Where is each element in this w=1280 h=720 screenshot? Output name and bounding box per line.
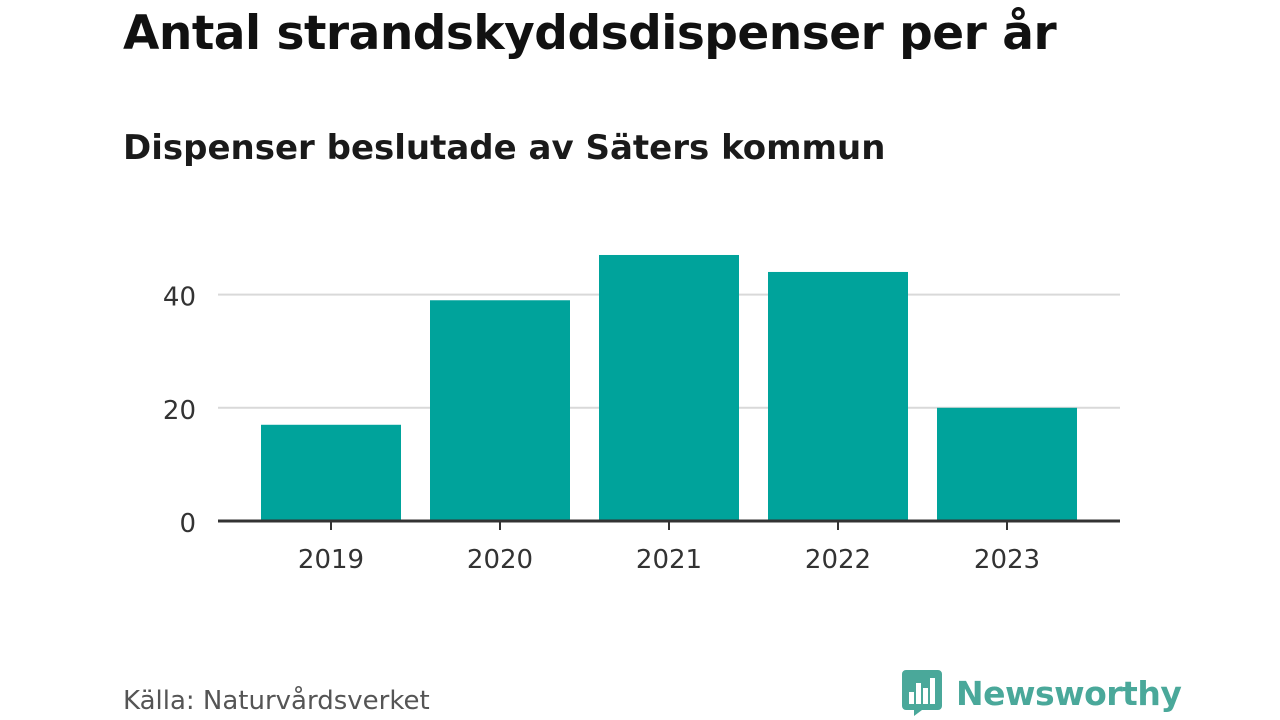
bar-chart-speech-bubble-icon [902,670,942,716]
tick-labels: 0 20 40 2019 2020 2021 2022 2023 [163,283,1040,575]
x-tick-label: 2020 [467,545,533,575]
bar-2020 [430,300,570,521]
brand-name: Newsworthy [956,673,1182,713]
axes [218,519,1120,530]
bar-2021 [599,254,739,522]
chart-title: Antal strandskyddsdispenser per år [123,6,1057,61]
x-tick-label: 2019 [298,545,364,575]
y-tick-label: 0 [179,509,196,539]
bar-2019 [261,424,401,521]
chart-subtitle: Dispenser beslutade av Säters kommun [123,128,886,168]
x-tick-label: 2021 [636,545,702,575]
y-tick-label: 20 [163,396,196,426]
brand-logo: Newsworthy [902,670,1182,716]
source-note: Källa: Naturvårdsverket [123,686,430,716]
bar-2022 [768,271,908,521]
x-tick-label: 2022 [805,545,871,575]
x-tick-label: 2023 [974,545,1040,575]
bar-2023 [937,407,1077,521]
y-tick-label: 40 [163,283,196,313]
bars [261,254,1077,522]
